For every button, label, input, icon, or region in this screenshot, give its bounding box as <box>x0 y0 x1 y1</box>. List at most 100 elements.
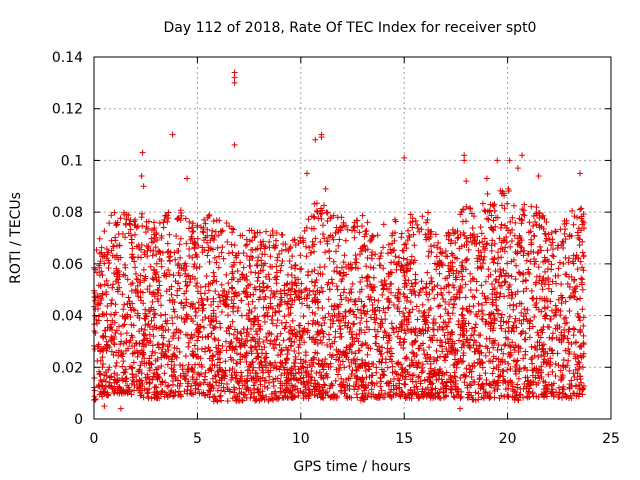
data-point <box>305 216 312 223</box>
data-point <box>116 242 123 249</box>
data-point <box>177 254 184 261</box>
data-point <box>199 244 206 251</box>
data-point <box>562 226 569 233</box>
data-point <box>176 241 183 248</box>
data-point <box>153 268 160 275</box>
data-point <box>442 382 449 389</box>
data-point <box>448 389 455 396</box>
data-point <box>113 222 120 229</box>
data-point <box>290 366 297 373</box>
data-point <box>110 243 117 250</box>
data-point <box>391 376 398 383</box>
data-point <box>508 289 515 296</box>
data-point <box>262 312 269 319</box>
data-point <box>497 224 504 231</box>
data-point <box>431 283 438 290</box>
data-point <box>557 307 564 314</box>
data-point <box>105 265 112 272</box>
data-point <box>429 337 436 344</box>
data-point <box>168 365 175 372</box>
data-point <box>491 388 498 395</box>
data-point <box>423 280 430 287</box>
data-point <box>183 240 190 247</box>
data-point <box>215 232 222 239</box>
data-point <box>297 360 304 367</box>
data-point <box>521 212 528 219</box>
data-point <box>337 227 344 234</box>
data-point <box>433 357 440 364</box>
data-point <box>483 215 490 222</box>
data-point <box>291 274 298 281</box>
data-point <box>134 223 141 230</box>
data-point <box>368 386 375 393</box>
data-point <box>580 267 587 274</box>
data-point <box>460 352 467 359</box>
data-point <box>470 231 477 238</box>
data-point <box>380 244 387 251</box>
data-point <box>109 281 116 288</box>
data-point <box>157 381 164 388</box>
data-point <box>373 369 380 376</box>
data-point <box>520 355 527 362</box>
data-point <box>173 326 180 333</box>
data-point <box>552 360 559 367</box>
data-point <box>529 323 536 330</box>
data-point <box>164 249 171 256</box>
data-point <box>514 396 521 403</box>
data-point <box>254 278 261 285</box>
data-point <box>159 323 166 330</box>
data-point <box>128 281 135 288</box>
data-point <box>326 331 333 338</box>
data-point <box>190 263 197 270</box>
data-point <box>191 245 198 252</box>
data-point <box>251 393 258 400</box>
data-point <box>524 250 531 257</box>
data-point <box>122 272 129 279</box>
data-point <box>539 346 546 353</box>
data-point <box>566 294 573 301</box>
data-point <box>149 348 156 355</box>
data-point <box>493 276 500 283</box>
data-point <box>226 386 233 393</box>
data-point <box>172 373 179 380</box>
data-point <box>372 307 379 314</box>
data-point <box>197 355 204 362</box>
data-point <box>403 297 410 304</box>
data-point <box>150 373 157 380</box>
data-point <box>536 339 543 346</box>
data-point <box>453 294 460 301</box>
data-point <box>138 241 145 248</box>
data-point <box>292 262 299 269</box>
data-point <box>389 369 396 376</box>
data-point <box>137 272 144 279</box>
data-point <box>463 257 470 264</box>
data-point <box>124 276 131 283</box>
data-point <box>314 208 321 215</box>
data-point <box>159 378 166 385</box>
data-point <box>317 239 324 246</box>
data-point <box>460 315 467 322</box>
data-point <box>418 278 425 285</box>
data-point <box>535 209 542 216</box>
data-point <box>424 376 431 383</box>
data-point <box>457 211 464 218</box>
data-point <box>216 377 223 384</box>
data-point <box>106 259 113 266</box>
data-point <box>544 297 551 304</box>
data-point <box>549 346 556 353</box>
data-point <box>510 306 517 313</box>
data-point <box>490 365 497 372</box>
data-point <box>334 214 341 221</box>
data-point <box>524 374 531 381</box>
data-point <box>460 340 467 347</box>
data-point <box>193 251 200 258</box>
data-point <box>343 354 350 361</box>
data-point <box>313 370 320 377</box>
data-point <box>210 218 217 225</box>
data-point <box>302 349 309 356</box>
data-point <box>171 352 178 359</box>
data-point <box>129 343 136 350</box>
data-point <box>231 386 238 393</box>
data-point <box>129 300 136 307</box>
data-point <box>377 375 384 382</box>
